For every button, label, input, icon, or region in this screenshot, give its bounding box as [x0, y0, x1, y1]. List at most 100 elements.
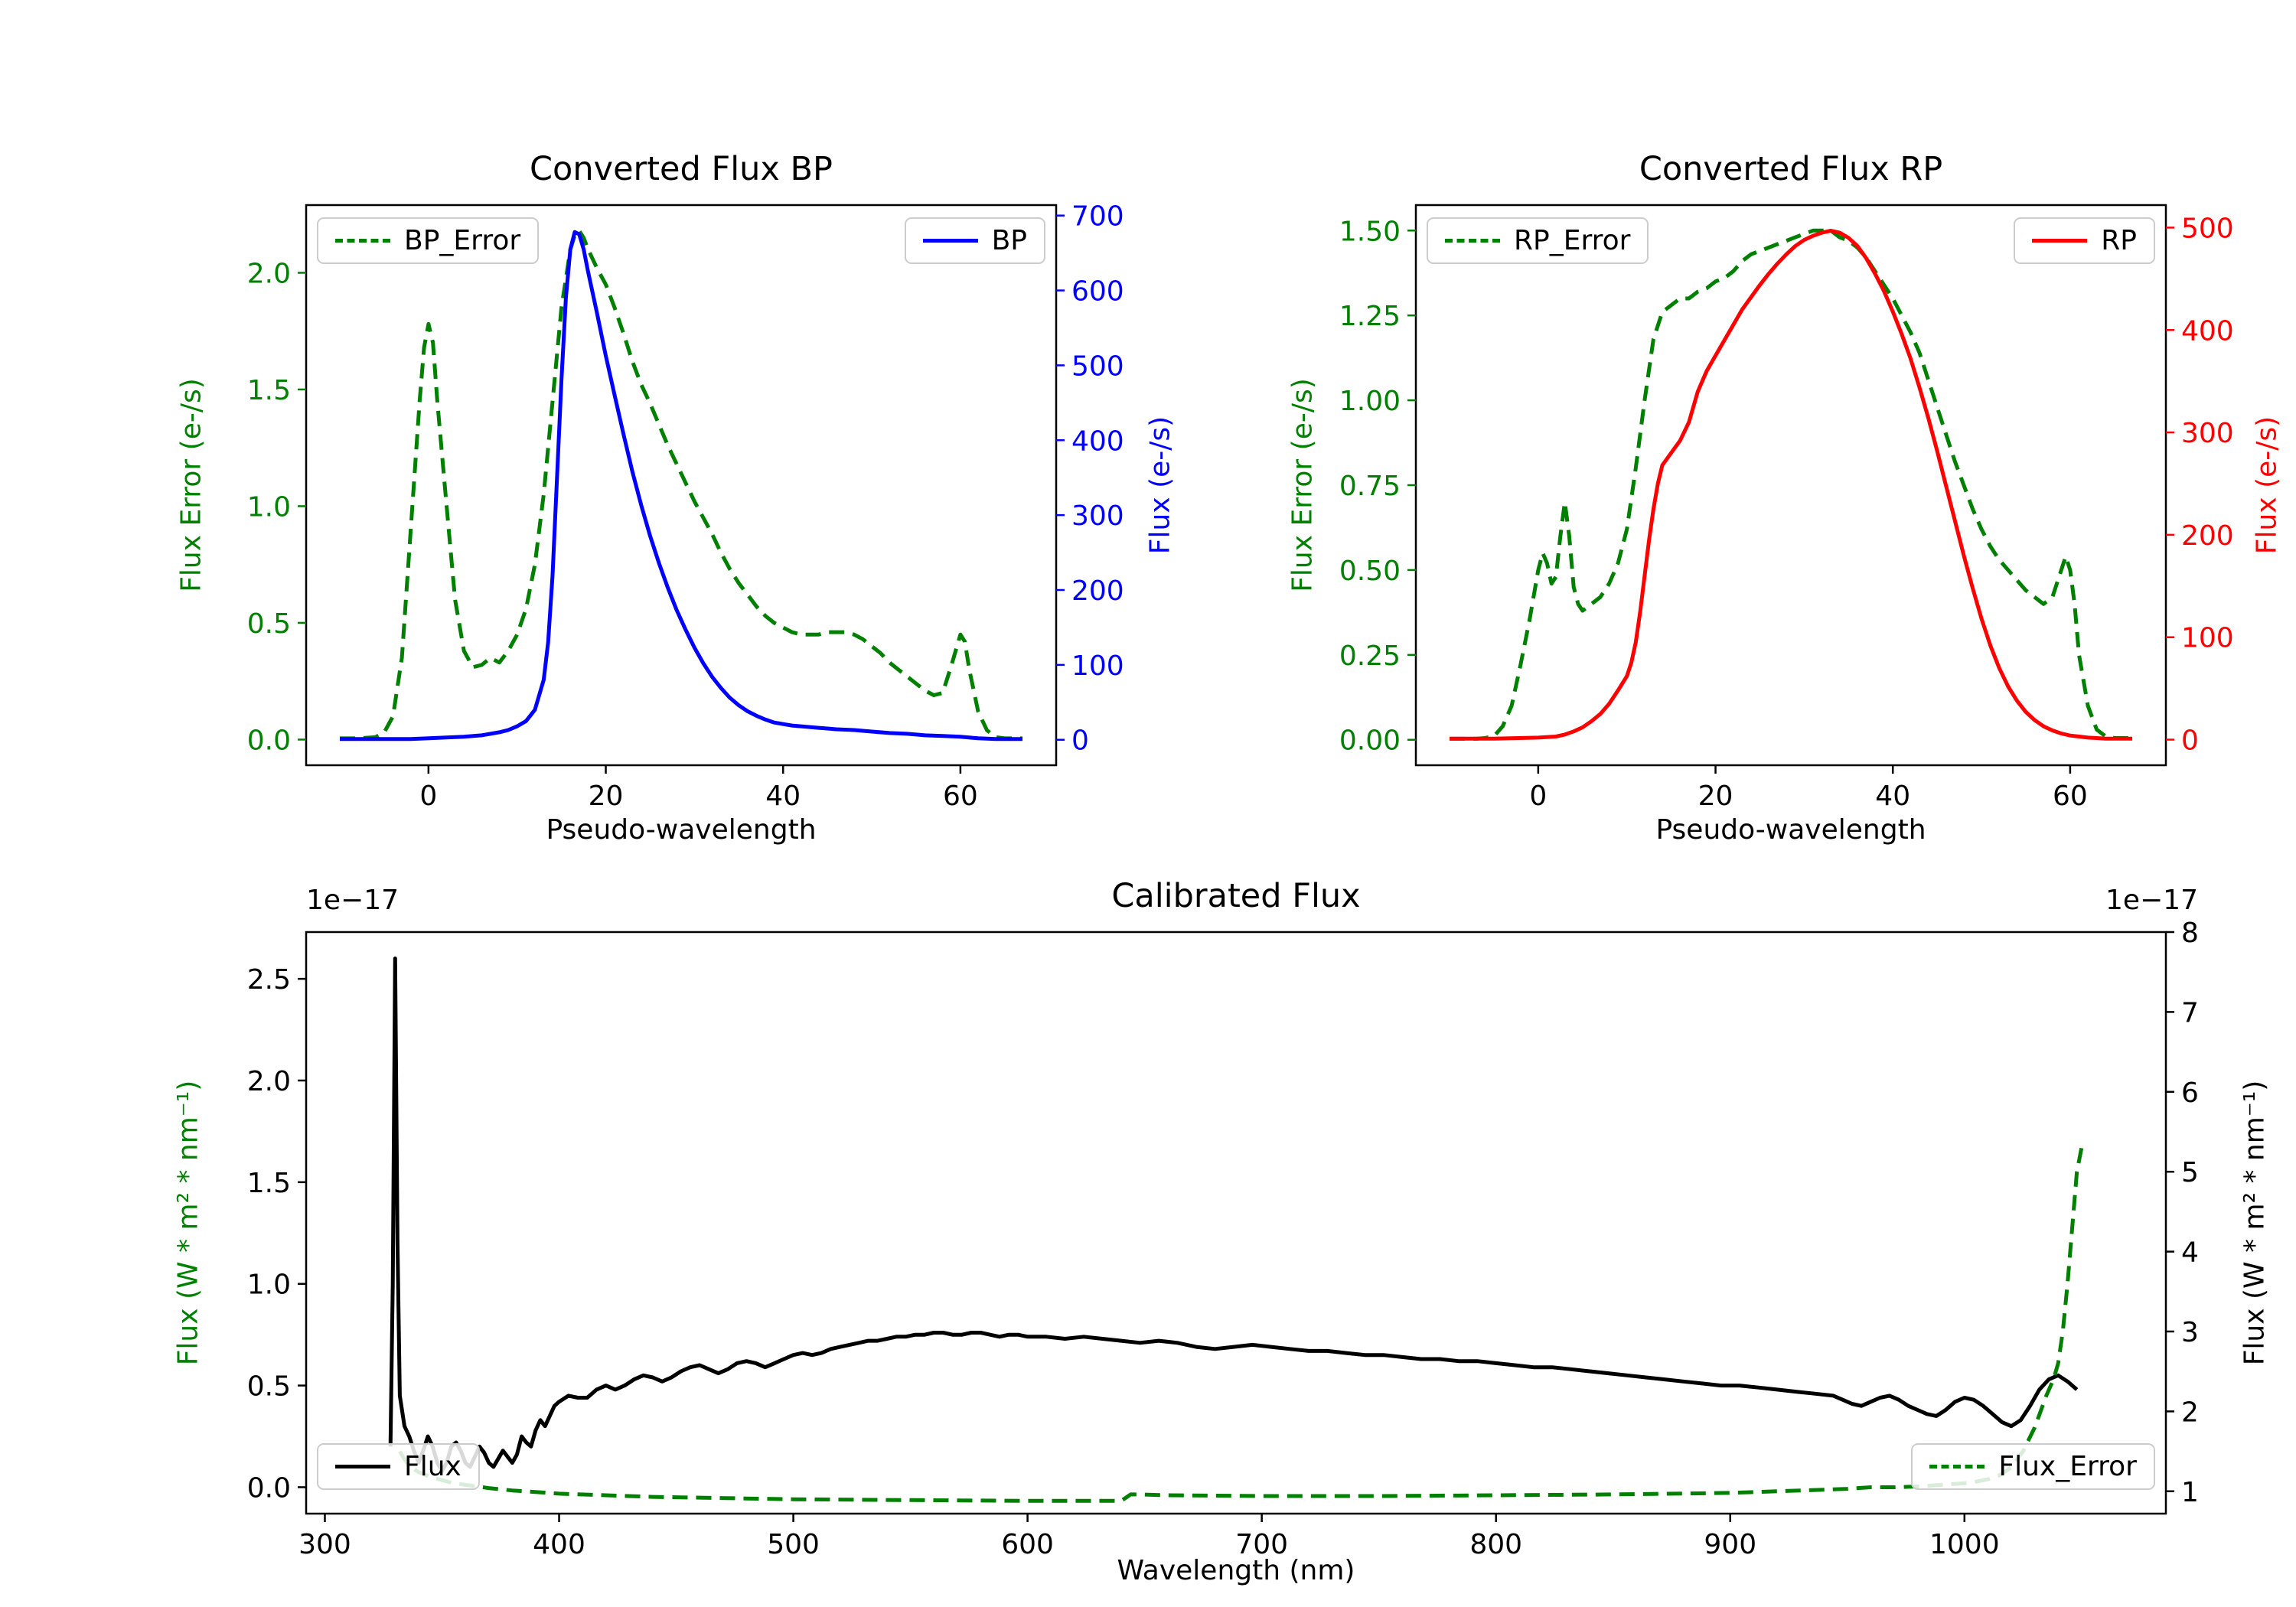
rp-xlabel: Pseudo-wavelength	[1655, 814, 1926, 846]
rp-legend: RP	[2014, 217, 2155, 264]
y-tick-label: 400	[1071, 425, 1124, 457]
y-tick-label: 700	[1071, 201, 1124, 233]
y-tick-label: 2.5	[247, 964, 291, 996]
rp-line	[1450, 229, 2132, 741]
legend-label: Flux	[404, 1451, 461, 1482]
x-tick-label: 20	[589, 781, 624, 812]
bp-plot-svg: 0 20 40 60 0.0 0.5 1.0 1.5 2.0 0 100 200 300 400 500 60…	[247, 201, 1124, 812]
legend-label: RP	[2101, 225, 2137, 256]
solid-line-sample	[2032, 239, 2088, 243]
y-tick-label: 7	[2181, 997, 2199, 1028]
axes-frame	[1414, 204, 2167, 767]
y-tick-label: 3	[2181, 1317, 2199, 1348]
y-tick-label: 0	[1071, 725, 1089, 757]
y-tick-label: 0.5	[247, 1371, 291, 1403]
flux-error-legend: Flux_Error	[1911, 1443, 2155, 1490]
flux-line	[388, 957, 2079, 1473]
y-tick-label: 1.0	[247, 491, 291, 523]
bp-xlabel: Pseudo-wavelength	[546, 814, 817, 846]
x-tick-label: 1000	[1929, 1529, 2000, 1560]
x-tick-label: 0	[419, 781, 437, 812]
bp-line	[340, 230, 1022, 742]
bp-legend: BP	[904, 217, 1045, 264]
dashed-line-sample	[1929, 1465, 1985, 1468]
y-tick-label: 8	[2181, 918, 2199, 949]
cal-ylabel-right: Flux (W * m² * nm⁻¹)	[2239, 1080, 2271, 1366]
x-tick-label: 500	[767, 1529, 820, 1560]
rp-ylabel-right: Flux (e-/s)	[2251, 416, 2283, 555]
x-tick-label: 20	[1698, 781, 1733, 812]
bp_error-line	[340, 229, 1022, 741]
axes-frame	[305, 204, 1058, 767]
cal-offset-right: 1e−17	[2105, 885, 2198, 916]
cal-ylabel-left: Flux (W * m² * nm⁻¹)	[172, 1080, 204, 1366]
rp-plot-svg: 0 20 40 60 0.00 0.25 0.50 0.75 1.00 1.25 1.50 0 100 2…	[1339, 204, 2234, 812]
dashed-line-sample	[335, 239, 390, 243]
rp-ylabel-left: Flux Error (e-/s)	[1287, 378, 1319, 592]
y-tick-label: 600	[1071, 276, 1124, 308]
x-tick-label: 60	[2053, 781, 2088, 812]
y-tick-label: 0.5	[247, 608, 291, 640]
y-tick-label: 0.0	[247, 725, 291, 756]
y-tick-label: 0.75	[1339, 471, 1401, 502]
legend-label: Flux_Error	[1998, 1451, 2137, 1482]
y-tick-label: 500	[1071, 350, 1124, 382]
y-tick-label: 1.25	[1339, 301, 1401, 332]
x-tick-label: 400	[533, 1529, 585, 1560]
y-tick-label: 0.0	[247, 1472, 291, 1504]
x-tick-label: 800	[1469, 1529, 1522, 1560]
cal-xlabel: Wavelength (nm)	[1117, 1555, 1355, 1586]
y-tick-label: 2.0	[247, 1066, 291, 1097]
y-tick-label: 1.5	[247, 1168, 291, 1199]
x-tick-label: 40	[1875, 781, 1910, 812]
solid-line-sample	[922, 239, 978, 243]
y-tick-label: 4	[2181, 1237, 2199, 1269]
cal-chart-title: Calibrated Flux	[1111, 877, 1361, 915]
bp-ylabel-right: Flux (e-/s)	[1144, 416, 1176, 555]
y-tick-label: 2	[2181, 1397, 2199, 1428]
flux_error-line	[398, 1147, 2084, 1503]
y-tick-label: 5	[2181, 1157, 2199, 1188]
solid-line-sample	[335, 1465, 390, 1468]
bp-ylabel-left: Flux Error (e-/s)	[175, 378, 207, 592]
rp_error-line	[1450, 228, 2132, 741]
y-tick-label: 100	[2181, 623, 2234, 654]
y-tick-label: 300	[1071, 500, 1124, 532]
cal-offset-left: 1e−17	[306, 885, 400, 916]
dashed-line-sample	[1445, 239, 1500, 243]
y-tick-label: 0	[2181, 725, 2199, 757]
y-tick-label: 1.00	[1339, 386, 1401, 417]
bp-chart-title: Converted Flux BP	[530, 150, 833, 188]
y-tick-label: 0.25	[1339, 641, 1401, 672]
y-tick-label: 1.0	[247, 1270, 291, 1301]
y-tick-label: 6	[2181, 1077, 2199, 1109]
legend-label: BP_Error	[404, 225, 521, 256]
x-tick-label: 900	[1704, 1529, 1756, 1560]
legend-label: RP_Error	[1514, 225, 1631, 256]
bp-error-legend: BP_Error	[317, 217, 540, 264]
y-tick-label: 200	[2181, 520, 2234, 552]
y-tick-label: 0.50	[1339, 556, 1401, 587]
x-tick-label: 0	[1529, 781, 1547, 812]
rp-error-legend: RP_Error	[1427, 217, 1649, 264]
x-tick-label: 300	[298, 1529, 351, 1560]
y-tick-label: 1	[2181, 1477, 2199, 1508]
rp-chart-title: Converted Flux RP	[1639, 150, 1943, 188]
y-tick-label: 1.5	[247, 375, 291, 406]
y-tick-label: 100	[1071, 650, 1124, 682]
y-tick-label: 1.50	[1339, 216, 1401, 247]
x-tick-label: 700	[1235, 1529, 1288, 1560]
axes-frame	[305, 931, 2167, 1515]
x-tick-label: 60	[943, 781, 978, 812]
x-tick-label: 40	[765, 781, 801, 812]
y-tick-label: 300	[2181, 418, 2234, 449]
legend-label: BP	[991, 225, 1027, 256]
y-tick-label: 200	[1071, 575, 1124, 607]
cal-plot-svg: 300 400 500 600 700 800 900 1000 0.0 0.5 1.0 1.5 2.0…	[247, 918, 2199, 1560]
y-tick-label: 2.0	[247, 258, 291, 289]
y-tick-label: 400	[2181, 315, 2234, 347]
y-tick-label: 0.00	[1339, 725, 1401, 757]
y-tick-label: 500	[2181, 213, 2234, 244]
x-tick-label: 600	[1001, 1529, 1054, 1560]
